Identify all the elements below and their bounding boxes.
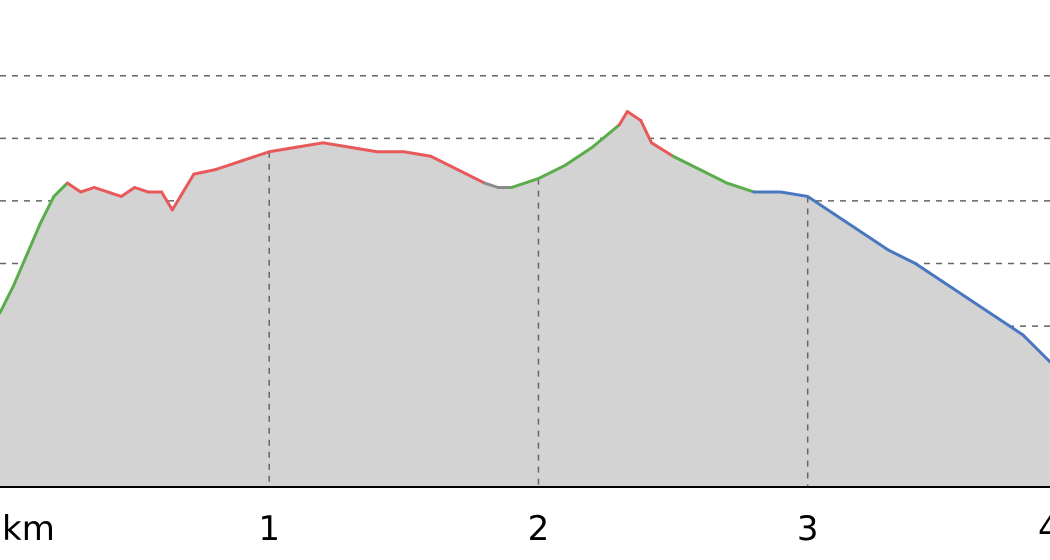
x-tick-label: 1 — [258, 509, 280, 549]
profile-segment-steep — [133, 186, 150, 194]
profile-segment-steep — [402, 150, 433, 158]
profile-segment-steep — [639, 118, 654, 145]
profile-segment-moderate — [536, 163, 567, 181]
profile-segment-gentle — [913, 262, 944, 283]
profile-segment-gentle — [886, 248, 917, 265]
profile-segment-moderate — [11, 253, 29, 288]
profile-segment-steep — [65, 181, 83, 194]
profile-segment-steep — [429, 154, 460, 172]
profile-segment-gentle — [833, 212, 864, 234]
profile-segment-moderate — [725, 181, 756, 194]
x-unit-label: km — [2, 509, 55, 549]
profile-segment-gentle — [860, 230, 890, 252]
profile-segment-gentle — [779, 190, 810, 198]
profile-segment-flat — [483, 181, 500, 190]
profile-segment-moderate — [563, 145, 594, 167]
profile-segment-moderate — [671, 154, 702, 172]
profile-segment-steep — [625, 110, 643, 122]
profile-segment-steep — [181, 172, 196, 194]
x-tick-labels: 1 2 3 4 — [258, 509, 1050, 549]
profile-segment-steep — [617, 110, 629, 127]
profile-segment-steep — [456, 168, 487, 185]
profile-segment-moderate — [25, 221, 42, 257]
x-tick-label: 2 — [528, 509, 550, 549]
profile-segment-gentle — [1021, 333, 1050, 364]
profile-segment-gentle — [994, 315, 1025, 337]
plot-area — [0, 110, 1050, 488]
profile-segment-steep — [79, 186, 96, 194]
profile-segment-steep — [240, 150, 271, 163]
profile-segment-steep — [650, 141, 675, 158]
profile-segment-steep — [192, 168, 217, 176]
profile-segment-moderate — [38, 194, 56, 225]
x-tick-label: 4 — [1038, 509, 1050, 549]
profile-segment-steep — [170, 190, 185, 212]
profile-segment-gentle — [967, 297, 998, 319]
profile-segment-steep — [267, 145, 298, 154]
profile-segment-gentle — [940, 279, 971, 301]
profile-segment-steep — [294, 141, 325, 149]
profile-segment-steep — [348, 145, 379, 154]
profile-segment-steep — [92, 186, 110, 194]
profile-segment-moderate — [52, 181, 69, 198]
profile-segment-steep — [321, 141, 352, 149]
profile-segment-gentle — [806, 194, 837, 216]
profile-segment-moderate — [510, 177, 540, 190]
profile-segment-moderate — [0, 284, 15, 315]
profile-segment-moderate — [698, 168, 729, 185]
profile-segment-steep — [160, 190, 174, 212]
elevation-area — [0, 111, 1050, 488]
profile-segment-moderate — [590, 123, 621, 149]
profile-segment-steep — [106, 190, 123, 198]
x-tick-label: 3 — [797, 509, 819, 549]
profile-segment-steep — [213, 159, 244, 172]
profile-segment-steep — [119, 186, 137, 198]
